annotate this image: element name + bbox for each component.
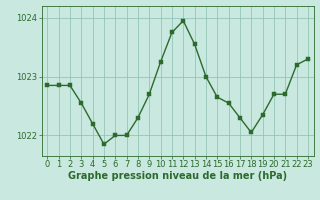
X-axis label: Graphe pression niveau de la mer (hPa): Graphe pression niveau de la mer (hPa) <box>68 171 287 181</box>
